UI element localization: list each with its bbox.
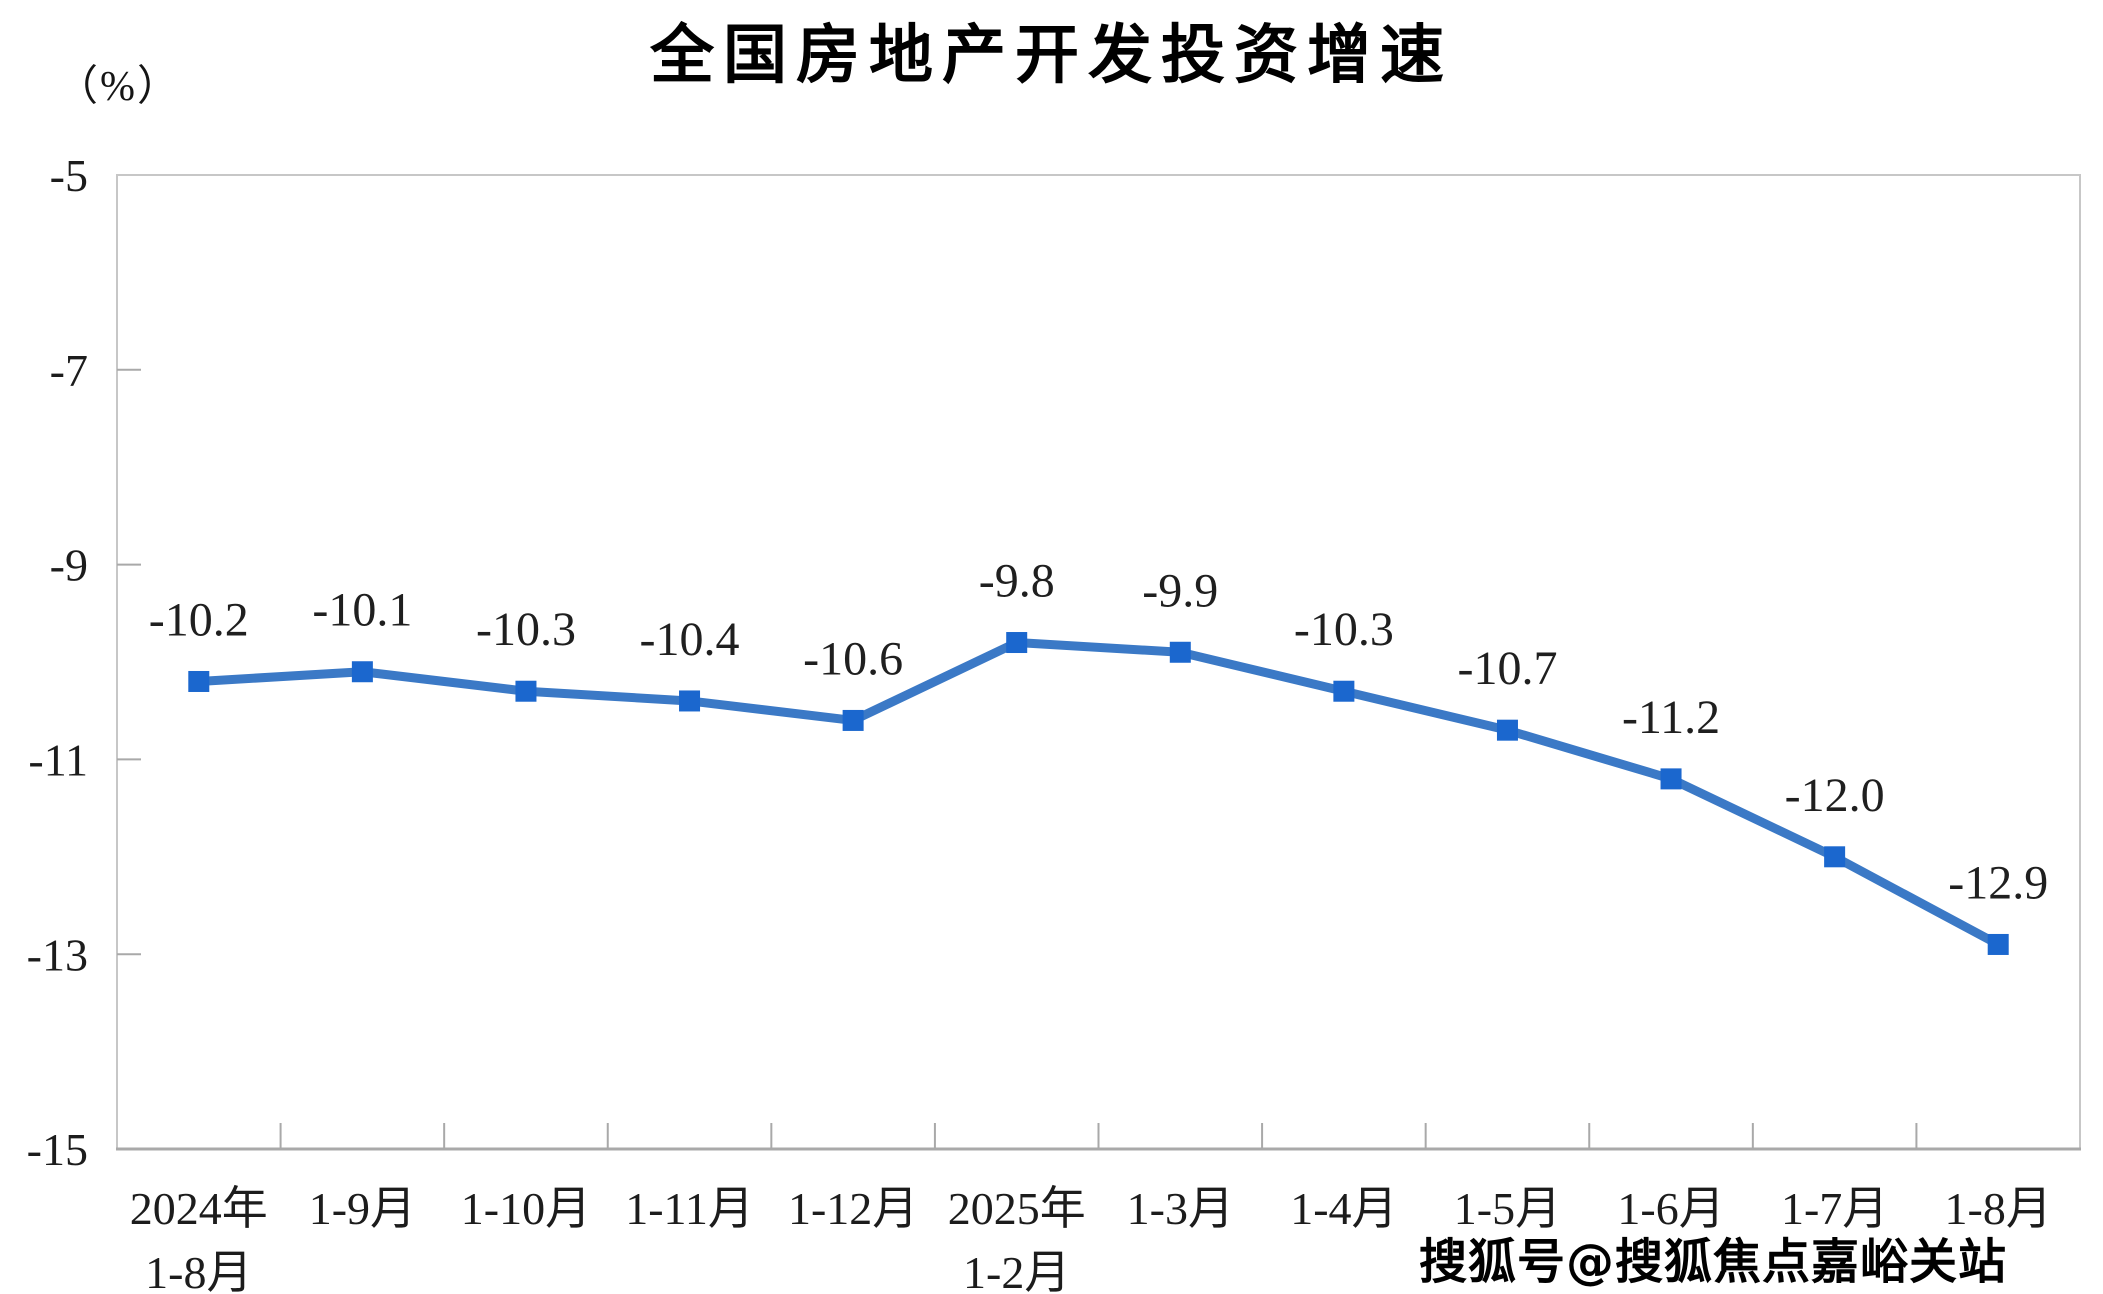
data-point-marker — [1169, 641, 1191, 663]
data-point-label: -9.8 — [979, 555, 1055, 608]
x-tick-label: 1-6月 — [1617, 1183, 1724, 1234]
data-point-label: -10.2 — [149, 593, 249, 646]
watermark: 搜狐号@搜狐焦点嘉峪关站 — [1418, 1234, 2007, 1290]
plot-border — [116, 174, 2081, 1150]
data-point-label: -11.2 — [1622, 691, 1720, 744]
x-tick-label: 1-5月 — [1454, 1183, 1561, 1234]
data-point-marker — [679, 690, 701, 712]
data-point-label: -12.0 — [1785, 769, 1885, 822]
x-tick-label: 2024年 — [130, 1183, 268, 1234]
data-point-label: -10.3 — [1294, 603, 1394, 656]
data-point-marker — [1987, 933, 2009, 955]
x-tick-label: 1-2月 — [963, 1247, 1070, 1294]
chart-title: 全国房地产开发投资增速 — [650, 19, 1453, 93]
data-point-label: -10.4 — [640, 613, 740, 666]
data-point-marker — [842, 709, 864, 731]
x-tick-label: 1-9月 — [309, 1183, 416, 1234]
series-line — [194, 638, 2003, 949]
data-point-marker — [188, 670, 210, 692]
data-point-label: -12.9 — [1948, 856, 2048, 909]
data-point-label: -9.9 — [1142, 564, 1218, 617]
y-tick-label: -11 — [28, 735, 88, 786]
x-tick-label: 2025年 — [948, 1183, 1086, 1234]
data-point-marker — [351, 661, 373, 683]
x-tick-label: 1-4月 — [1290, 1183, 1397, 1234]
x-tick-label: 1-11月 — [625, 1183, 754, 1234]
data-point-marker — [1333, 680, 1355, 702]
x-tick-label: 1-3月 — [1127, 1183, 1234, 1234]
data-point-marker — [1006, 632, 1028, 654]
data-point-label: -10.6 — [803, 632, 903, 685]
data-point-marker — [1496, 719, 1518, 741]
data-point-label: -10.3 — [476, 603, 576, 656]
data-point-label: -10.7 — [1457, 642, 1557, 695]
x-tick-label: 1-8月 — [1945, 1183, 2052, 1234]
data-point-label: -10.1 — [312, 584, 412, 637]
data-point-marker — [515, 680, 537, 702]
x-tick-label: 1-10月 — [461, 1183, 591, 1234]
y-tick-label: -15 — [27, 1124, 88, 1175]
x-tick-label: 1-12月 — [788, 1183, 918, 1234]
x-tick-label: 1-8月 — [145, 1247, 252, 1294]
y-tick-label: -13 — [27, 929, 88, 980]
y-tick-label: -9 — [50, 540, 88, 591]
y-tick-label: -7 — [50, 345, 88, 396]
y-tick-label: -5 — [50, 150, 88, 201]
y-axis-unit-label: （%） — [56, 64, 181, 110]
x-tick-label: 1-7月 — [1781, 1183, 1888, 1234]
data-point-marker — [1824, 846, 1846, 868]
data-point-marker — [1660, 768, 1682, 790]
